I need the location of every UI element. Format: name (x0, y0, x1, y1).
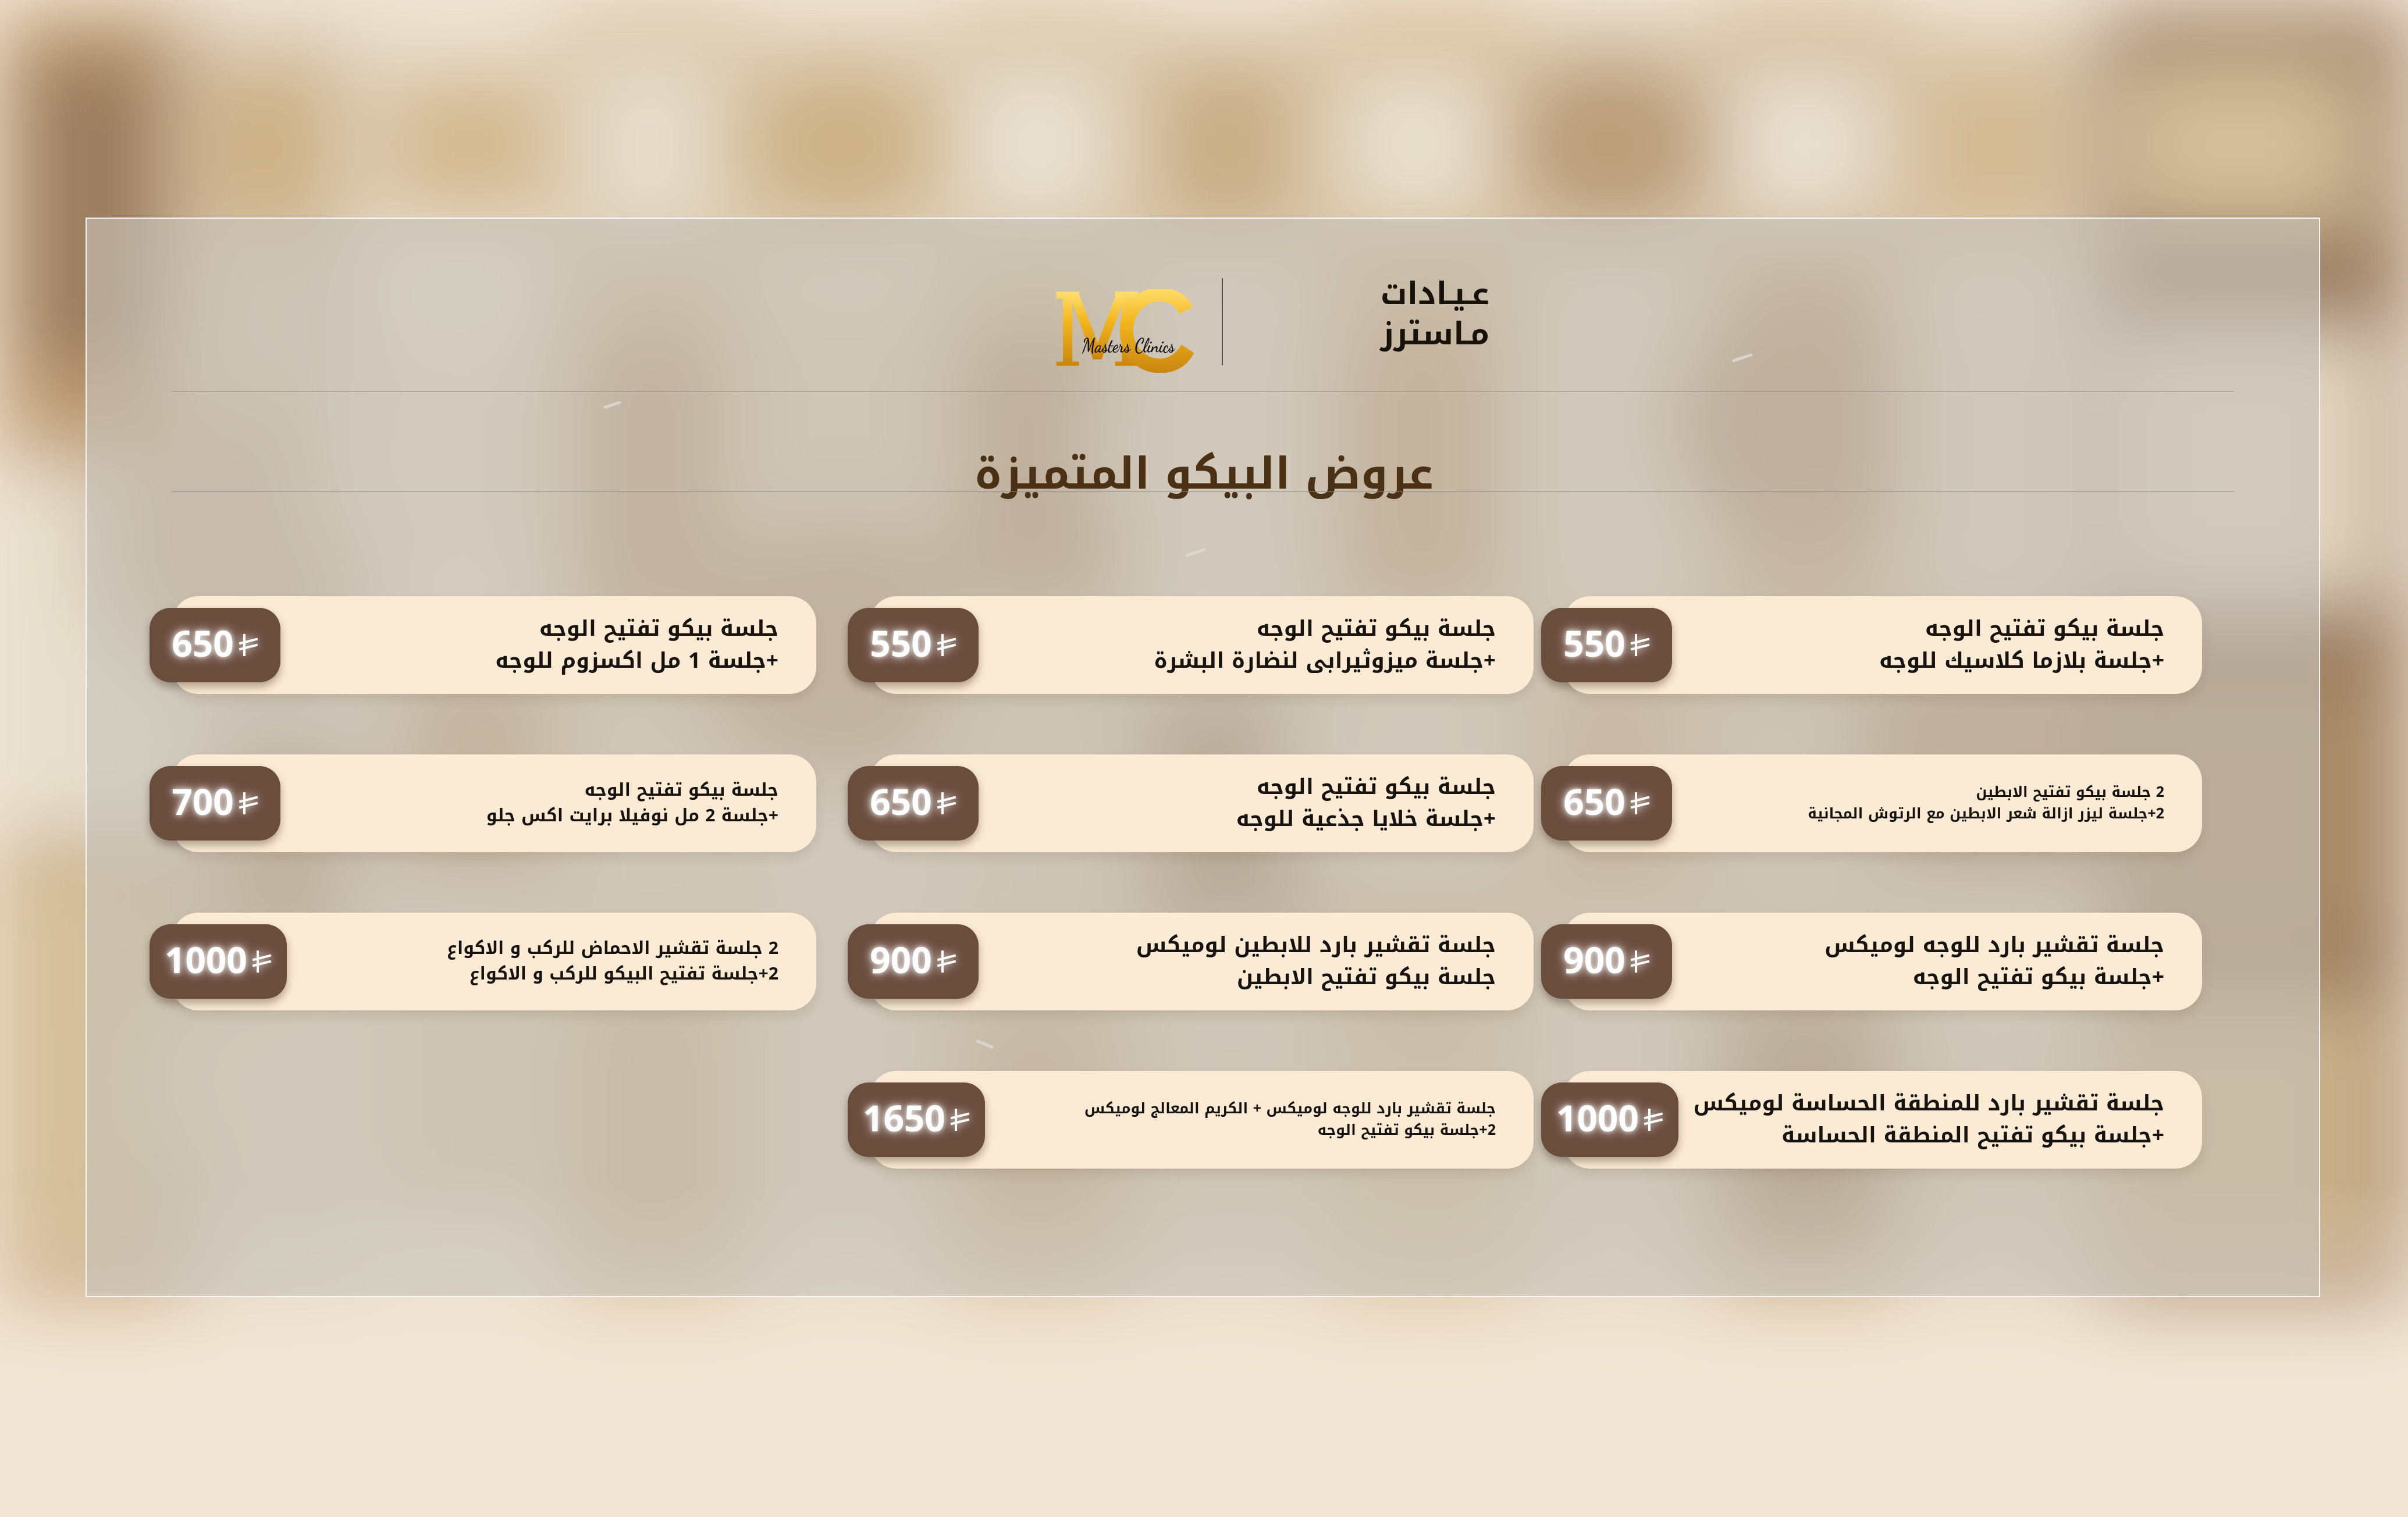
svg-text:Masters Clinics: Masters Clinics (1082, 333, 1176, 357)
